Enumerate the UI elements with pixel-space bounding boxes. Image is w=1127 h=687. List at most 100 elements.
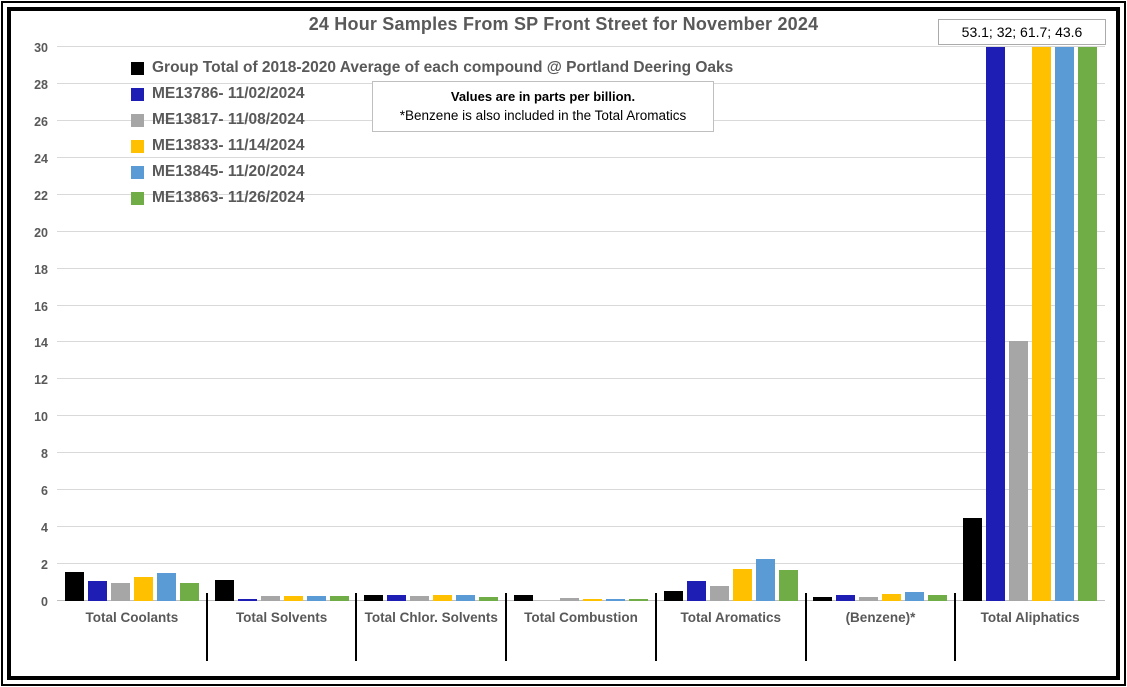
legend-item: ME13863- 11/26/2024 [131, 185, 733, 211]
bar [433, 595, 453, 601]
bar [778, 570, 798, 601]
y-axis-labels: 0 2 4 6 8 10 12 14 16 18 20 22 24 26 28 30 [12, 41, 48, 609]
legend-item: ME13845- 11/20/2024 [131, 159, 733, 185]
category-separator [805, 593, 807, 661]
bar [479, 597, 499, 601]
category-group [57, 47, 207, 601]
y-tick-label: 18 [34, 262, 48, 277]
category-group [207, 47, 357, 601]
category-group [656, 47, 806, 601]
legend-label: ME13786- 11/02/2024 [152, 85, 305, 102]
y-tick-label: 2 [41, 558, 48, 573]
category-group [506, 47, 656, 601]
bar [732, 569, 752, 601]
bar [905, 592, 925, 601]
y-tick-label: 10 [34, 410, 48, 425]
legend-item: ME13786- 11/02/2024 [131, 81, 733, 107]
y-tick-label: 14 [34, 336, 48, 351]
bar [928, 595, 948, 601]
bar [963, 518, 983, 601]
legend: Group Total of 2018-2020 Average of each… [131, 55, 733, 211]
bar [882, 594, 902, 601]
legend-label: Group Total of 2018-2020 Average of each… [152, 59, 734, 76]
category-label: Total Coolants [85, 610, 179, 625]
bar [755, 559, 775, 601]
category-group [955, 47, 1105, 601]
legend-swatch [131, 165, 144, 179]
bar [110, 583, 130, 601]
legend-swatch [131, 87, 144, 101]
gridline [57, 489, 1105, 491]
bar [1055, 47, 1075, 601]
legend-label: ME13863- 11/26/2024 [152, 189, 305, 206]
bar [514, 595, 534, 601]
category-group [356, 47, 506, 601]
bar [64, 572, 84, 601]
gridline [57, 193, 1105, 195]
gridline [57, 304, 1105, 306]
category-separator [655, 593, 657, 661]
bar [237, 599, 257, 601]
legend-item: ME13817- 11/08/2024 [131, 107, 733, 133]
clipped-values-box: 53.1; 32; 61.7; 43.6 [938, 19, 1106, 45]
bar [260, 596, 280, 601]
x-axis-line [57, 600, 1105, 601]
y-tick-label: 12 [34, 373, 48, 388]
y-tick-label: 30 [34, 41, 48, 55]
bar [329, 596, 349, 601]
gridline [57, 415, 1105, 417]
category-label: Total Aliphatics [980, 610, 1080, 625]
category-label: Total Solvents [235, 610, 328, 625]
legend-swatch [131, 191, 144, 205]
legend-item: Group Total of 2018-2020 Average of each… [131, 55, 733, 81]
gridline [57, 452, 1105, 454]
bar [813, 597, 833, 601]
legend-item: ME13833- 11/14/2024 [131, 133, 733, 159]
y-tick-label: 24 [34, 151, 48, 166]
clipped-values-text: 53.1; 32; 61.7; 43.6 [961, 24, 1083, 40]
category-label: Total Chlor. Solvents [364, 610, 498, 625]
gridline [57, 156, 1105, 158]
category-group [806, 47, 956, 601]
bar [214, 580, 234, 601]
gridline [57, 341, 1105, 343]
bar [606, 599, 626, 601]
bar [156, 573, 176, 601]
note-box: Values are in parts per billion. *Benzen… [372, 81, 714, 132]
bar [133, 577, 153, 601]
bar [87, 581, 107, 601]
legend-swatch [131, 61, 144, 75]
y-tick-label: 26 [34, 114, 48, 129]
bar [364, 595, 384, 601]
y-tick-label: 20 [34, 225, 48, 240]
bar [410, 596, 430, 601]
x-axis-labels: Total Coolants Total Solvents Total Chlor.… [57, 610, 1105, 625]
gridline [57, 46, 1105, 47]
y-tick-label: 4 [41, 521, 48, 536]
category-separator [505, 593, 507, 661]
y-tick-label: 0 [41, 595, 48, 609]
y-tick-label: 6 [41, 484, 48, 499]
bar [836, 595, 856, 601]
gridline [57, 378, 1105, 380]
bar [560, 598, 580, 601]
category-label: (Benzene)* [845, 610, 916, 625]
bar [456, 595, 476, 601]
legend-swatch [131, 139, 144, 153]
plot-area [57, 46, 1105, 661]
bar [1009, 341, 1029, 601]
legend-swatch [131, 113, 144, 127]
category-separator [355, 593, 357, 661]
bar [663, 591, 683, 601]
legend-label: ME13817- 11/08/2024 [152, 111, 305, 128]
bar [583, 599, 603, 601]
chart-title: 24 Hour Samples From SP Front Street for… [308, 14, 819, 34]
bar [283, 596, 303, 601]
bar [306, 596, 326, 601]
category-label: Total Aromatics [680, 610, 781, 625]
bar [859, 597, 879, 601]
bar [179, 583, 199, 601]
bar [629, 599, 649, 601]
y-tick-label: 8 [41, 447, 48, 462]
legend-label: ME13845- 11/20/2024 [152, 163, 305, 180]
